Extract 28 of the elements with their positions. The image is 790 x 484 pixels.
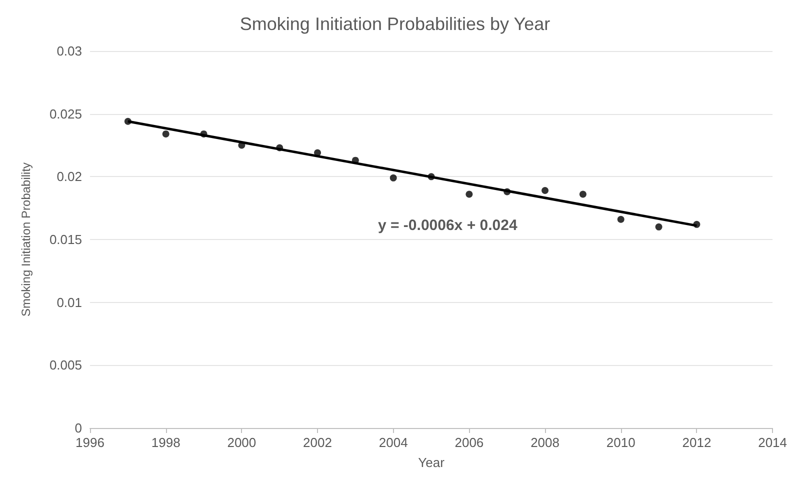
x-tick-label: 2014 bbox=[758, 435, 787, 450]
chart-title: Smoking Initiation Probabilities by Year bbox=[240, 14, 550, 34]
x-tick-label: 1996 bbox=[76, 435, 104, 450]
point bbox=[390, 174, 397, 182]
point bbox=[617, 216, 624, 223]
y-tick-label: 0.01 bbox=[56, 294, 82, 310]
y-tick-label: 0.025 bbox=[49, 106, 82, 122]
point bbox=[162, 130, 170, 138]
x-tick-label: 2000 bbox=[227, 435, 256, 450]
y-tick-label: 0.03 bbox=[56, 44, 82, 58]
y-tick-label: 0.02 bbox=[56, 169, 82, 184]
y-tick-label: 0 bbox=[74, 420, 82, 436]
annotation: y = -0.0006x + 0.024 bbox=[378, 217, 518, 234]
x-tick-label: 2008 bbox=[530, 435, 560, 450]
point bbox=[542, 186, 549, 194]
x-tick-label: 2012 bbox=[682, 435, 712, 450]
point bbox=[466, 190, 473, 198]
point bbox=[579, 190, 586, 198]
y-tick-label: 0.015 bbox=[49, 232, 82, 247]
x-tick-label: 2002 bbox=[303, 435, 332, 450]
x-axis-title: Year bbox=[418, 455, 446, 470]
point bbox=[655, 223, 662, 230]
x-tick-label: 1998 bbox=[151, 435, 180, 450]
y-axis-title: Smoking Initiation Probability bbox=[19, 162, 33, 317]
x-tick-label: 2004 bbox=[378, 435, 408, 450]
x-tick-label: 2006 bbox=[454, 435, 484, 450]
y-tick-label: 0.005 bbox=[49, 358, 82, 373]
x-tick-label: 2010 bbox=[606, 435, 636, 450]
